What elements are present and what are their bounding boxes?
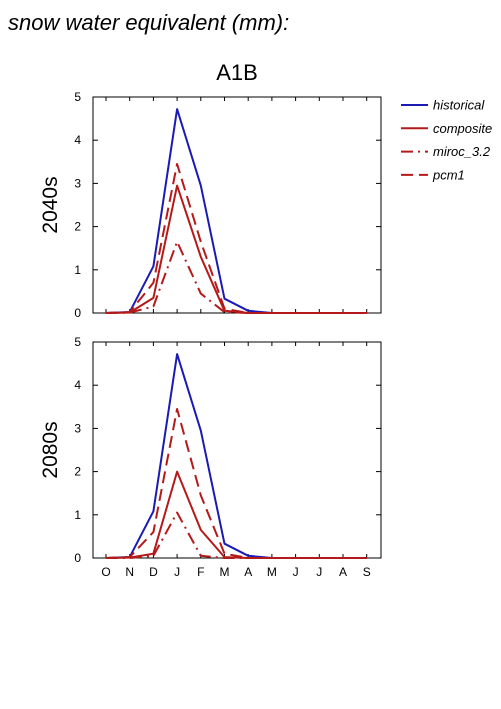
y-tick-label: 5 <box>74 90 81 104</box>
x-tick-label: F <box>197 565 204 579</box>
x-tick-label: J <box>293 565 299 579</box>
series-line-pcm1 <box>105 408 367 559</box>
y-tick-label: 4 <box>74 133 81 147</box>
series-line-pcm1 <box>105 163 367 314</box>
x-tick-label: O <box>101 565 110 579</box>
y-tick-label: 3 <box>74 421 81 435</box>
legend-label: historical <box>433 98 485 113</box>
legend-label: composite <box>433 121 492 136</box>
series-line-composite <box>105 470 367 559</box>
series-line-historical <box>105 353 367 559</box>
scenario-title: A1B <box>216 60 258 85</box>
y-tick-label: 4 <box>74 378 81 392</box>
legend: historical composite miroc_3.2 pcm1 <box>401 98 492 182</box>
x-tick-label: M <box>267 565 277 579</box>
x-tick-label: J <box>174 565 180 579</box>
x-tick-label: N <box>125 565 134 579</box>
legend-label: pcm1 <box>432 167 465 182</box>
series-line-miroc-3-2 <box>105 240 367 314</box>
y-tick-label: 3 <box>74 176 81 190</box>
y-tick-label: 5 <box>74 335 81 349</box>
x-tick-label: A <box>244 565 252 579</box>
x-tick-label: A <box>339 565 347 579</box>
series-line-historical <box>105 108 367 314</box>
y-tick-label: 1 <box>74 508 81 522</box>
x-tick-label: M <box>220 565 230 579</box>
plot-frame <box>92 96 382 314</box>
y-tick-label: 2 <box>74 220 81 234</box>
x-tick-label: D <box>149 565 158 579</box>
y-tick-label: 2 <box>74 465 81 479</box>
legend-label: miroc_3.2 <box>433 144 491 159</box>
row-label: 2080s <box>39 421 62 478</box>
x-tick-label: J <box>316 565 322 579</box>
x-tick-label: S <box>363 565 371 579</box>
figure-title: snow water equivalent (mm): <box>8 10 289 35</box>
plot-frame <box>92 341 382 559</box>
y-tick-label: 1 <box>74 263 81 277</box>
panel-0: 0 1 2 3 4 5 2040s <box>39 90 382 320</box>
y-tick-label: 0 <box>74 551 81 565</box>
row-label: 2040s <box>39 176 62 233</box>
y-tick-label: 0 <box>74 306 81 320</box>
series-line-miroc-3-2 <box>106 511 367 559</box>
